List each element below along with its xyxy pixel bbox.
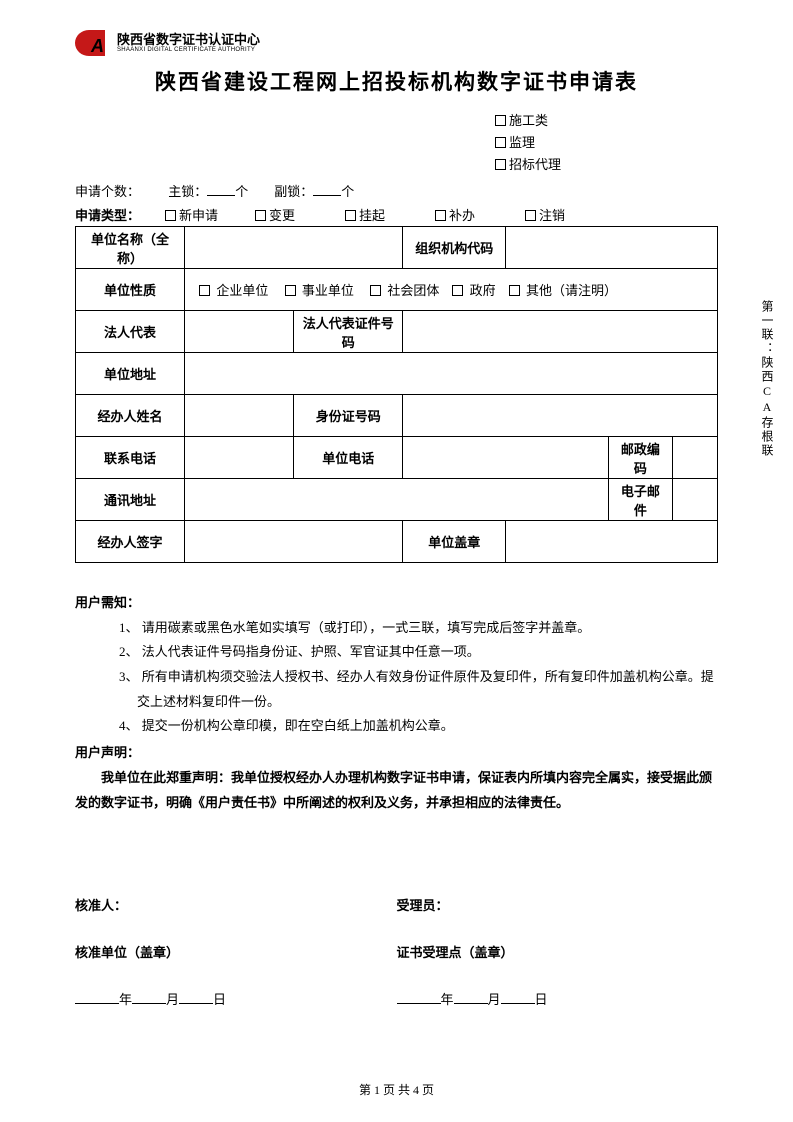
note-item: 1、 请用碳素或黑色水笔如实填写（或打印），一式三联，填写完成后签字并盖章。 [119, 616, 718, 641]
label-legal: 法人代表 [76, 311, 185, 353]
application-form-table: 单位名称（全称） 组织机构代码 单位性质 企业单位 事业单位 社会团体 政府 其… [75, 226, 718, 563]
field-mail-addr[interactable] [185, 479, 609, 521]
apply-type-item: 注销 [539, 208, 565, 223]
label-unit-phone: 单位电话 [294, 437, 403, 479]
field-legal-id[interactable] [403, 311, 718, 353]
page-title: 陕西省建设工程网上招投标机构数字证书申请表 [75, 66, 718, 96]
apply-type-row: 申请类型： 新申请 变更 挂起 补办 注销 [75, 205, 718, 224]
logo-cn: 陕西省数字证书认证中心 [117, 33, 260, 47]
apply-count-row: 申请个数： 主锁：个 副锁：个 [75, 181, 718, 200]
note-item: 3、 所有申请机构须交验法人授权书、经办人有效身份证件原件及复印件，所有复印件加… [119, 665, 718, 714]
sub-lock-input[interactable] [313, 183, 341, 196]
approve-date[interactable]: 年月日 [75, 989, 397, 1008]
user-declaration: 用户声明： 我单位在此郑重声明：我单位授权经办人办理机构数字证书申请，保证表内所… [75, 741, 718, 815]
label-idno: 身份证号码 [294, 395, 403, 437]
apply-type-item: 补办 [449, 208, 475, 223]
label-mail-addr: 通讯地址 [76, 479, 185, 521]
checkbox-icon[interactable] [495, 159, 506, 170]
side-note: 第一联：陕西CA存根联 [761, 300, 775, 458]
logo: A 陕西省数字证书认证中心 SHAANXI DIGITAL CERTIFICAT… [75, 30, 718, 56]
label-handler-sign: 经办人签字 [76, 521, 185, 563]
field-postcode[interactable] [673, 437, 718, 479]
label-unit-nature: 单位性质 [76, 269, 185, 311]
user-notes: 用户需知： 1、 请用碳素或黑色水笔如实填写（或打印），一式三联，填写完成后签字… [75, 591, 718, 739]
main-lock-input[interactable] [207, 183, 235, 196]
accept-date[interactable]: 年月日 [397, 989, 719, 1008]
label-unit-seal: 单位盖章 [403, 521, 506, 563]
field-address[interactable] [185, 353, 718, 395]
page-footer: 第 1 页 共 4 页 [0, 1081, 793, 1098]
field-org-code[interactable] [506, 227, 718, 269]
label-org-code: 组织机构代码 [403, 227, 506, 269]
approve-unit-label: 核准单位（盖章） [75, 942, 397, 961]
approver-label: 核准人： [75, 895, 397, 914]
checkbox-icon[interactable] [285, 285, 296, 296]
checkbox-icon[interactable] [495, 137, 506, 148]
apply-type-item: 新申请 [179, 208, 218, 223]
checkbox-icon[interactable] [255, 210, 266, 221]
checkbox-icon[interactable] [452, 285, 463, 296]
field-unit-name[interactable] [185, 227, 403, 269]
label-postcode: 邮政编码 [608, 437, 672, 479]
checkbox-icon[interactable] [199, 285, 210, 296]
logo-en: SHAANXI DIGITAL CERTIFICATE AUTHORITY [117, 47, 260, 54]
category-item: 招标代理 [509, 157, 561, 172]
label-email: 电子邮件 [608, 479, 672, 521]
label-unit-name: 单位名称（全称） [76, 227, 185, 269]
checkbox-icon[interactable] [370, 285, 381, 296]
label-address: 单位地址 [76, 353, 185, 395]
category-item: 监理 [509, 135, 535, 150]
field-email[interactable] [673, 479, 718, 521]
field-handler-sign[interactable] [185, 521, 403, 563]
apply-type-item: 变更 [269, 208, 295, 223]
field-legal[interactable] [185, 311, 294, 353]
note-item: 4、 提交一份机构公章印模，即在空白纸上加盖机构公章。 [119, 714, 718, 739]
field-unit-seal[interactable] [506, 521, 718, 563]
field-unit-nature: 企业单位 事业单位 社会团体 政府 其他（请注明） [185, 269, 718, 311]
checkbox-icon[interactable] [435, 210, 446, 221]
field-phone[interactable] [185, 437, 294, 479]
field-unit-phone[interactable] [403, 437, 608, 479]
checkbox-icon[interactable] [525, 210, 536, 221]
category-list: 施工类 监理 招标代理 [495, 110, 718, 173]
logo-mark: A [75, 30, 111, 56]
note-item: 2、 法人代表证件号码指身份证、护照、军官证其中任意一项。 [119, 640, 718, 665]
field-idno[interactable] [403, 395, 718, 437]
label-legal-id: 法人代表证件号码 [294, 311, 403, 353]
apply-type-item: 挂起 [359, 208, 385, 223]
field-handler[interactable] [185, 395, 294, 437]
checkbox-icon[interactable] [345, 210, 356, 221]
acceptor-label: 受理员： [397, 895, 719, 914]
checkbox-icon[interactable] [509, 285, 520, 296]
label-handler: 经办人姓名 [76, 395, 185, 437]
checkbox-icon[interactable] [495, 115, 506, 126]
accept-point-label: 证书受理点（盖章） [397, 942, 719, 961]
signature-block: 核准人： 核准单位（盖章） 年月日 受理员： 证书受理点（盖章） 年月日 [75, 895, 718, 1008]
checkbox-icon[interactable] [165, 210, 176, 221]
category-item: 施工类 [509, 113, 548, 128]
label-phone: 联系电话 [76, 437, 185, 479]
